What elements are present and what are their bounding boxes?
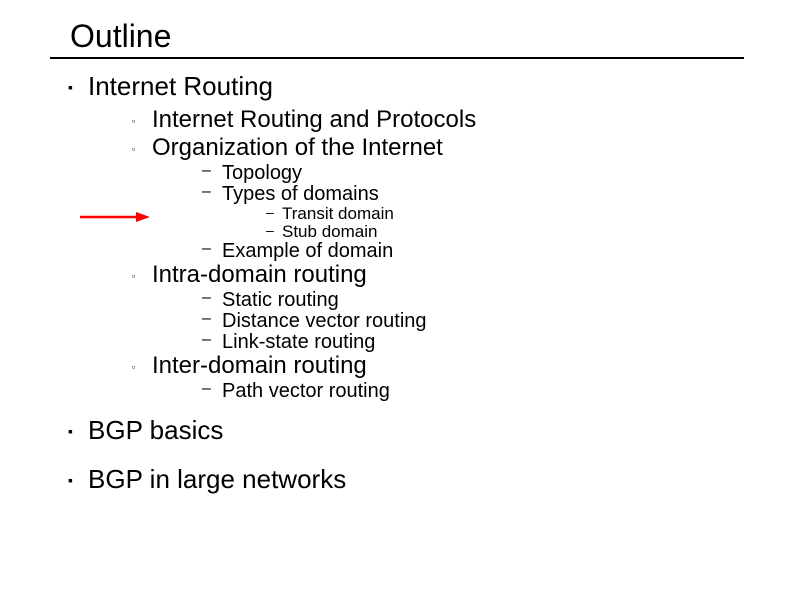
endash-bullet-icon: –: [202, 331, 212, 349]
outline-text: Path vector routing: [222, 380, 390, 403]
outline-item-l3: – Link-state routing: [202, 331, 744, 354]
endash-bullet-icon: –: [202, 183, 212, 201]
outline-item-l4: – Transit domain: [266, 204, 744, 224]
endash-bullet-icon: –: [202, 162, 212, 180]
outline-item-l2: ▫ Organization of the Internet: [132, 134, 744, 162]
outline-item-l3: – Path vector routing: [202, 380, 744, 403]
outline-text: Example of domain: [222, 240, 393, 263]
outline-item-l1: ▪ Internet Routing: [68, 71, 744, 102]
square-hollow-bullet-icon: ▫: [132, 362, 138, 372]
slide-title: Outline: [70, 18, 744, 55]
square-hollow-bullet-icon: ▫: [132, 271, 138, 281]
outline-text: Types of domains: [222, 183, 379, 206]
endash-bullet-icon: –: [202, 289, 212, 307]
outline-text: Intra-domain routing: [152, 261, 367, 289]
outline-text: Stub domain: [282, 222, 377, 242]
outline-text: Topology: [222, 162, 302, 185]
outline-text: Organization of the Internet: [152, 134, 443, 162]
outline-item-l3: – Distance vector routing: [202, 310, 744, 333]
outline-text: Inter-domain routing: [152, 352, 367, 380]
outline-text: Transit domain: [282, 204, 394, 224]
outline-item-l2: ▫ Internet Routing and Protocols: [132, 106, 744, 134]
pointer-arrow-icon: [80, 211, 152, 223]
slide-content: Outline ▪ Internet Routing ▫ Internet Ro…: [0, 0, 794, 495]
square-hollow-bullet-icon: ▫: [132, 144, 138, 154]
outline-item-l4: – Stub domain: [266, 222, 744, 242]
square-hollow-bullet-icon: ▫: [132, 116, 138, 126]
outline-item-l2: ▫ Inter-domain routing: [132, 352, 744, 380]
outline-item-l3: – Example of domain: [202, 240, 744, 263]
outline-item-l1: ▪ BGP in large networks: [68, 464, 744, 495]
spacer: [50, 450, 744, 464]
spacer: [50, 401, 744, 415]
outline-text: Internet Routing and Protocols: [152, 106, 476, 134]
endash-bullet-icon: –: [202, 240, 212, 258]
outline-item-l3: – Static routing: [202, 289, 744, 312]
endash-bullet-icon: –: [202, 310, 212, 328]
outline-text: BGP in large networks: [88, 464, 346, 495]
square-bullet-icon: ▪: [68, 472, 76, 488]
square-bullet-icon: ▪: [68, 79, 76, 95]
outline-item-l3: – Topology: [202, 162, 744, 185]
outline-text: Internet Routing: [88, 71, 273, 102]
title-divider: [50, 57, 744, 59]
outline-text: Static routing: [222, 289, 339, 312]
endash-bullet-icon: –: [266, 222, 274, 238]
endash-bullet-icon: –: [202, 380, 212, 398]
outline-item-l2: ▫ Intra-domain routing: [132, 261, 744, 289]
outline-text: Distance vector routing: [222, 310, 427, 333]
outline-text: Link-state routing: [222, 331, 375, 354]
outline-item-l3: – Types of domains: [202, 183, 744, 206]
endash-bullet-icon: –: [266, 204, 274, 220]
square-bullet-icon: ▪: [68, 423, 76, 439]
outline-text: BGP basics: [88, 415, 223, 446]
outline-item-l1: ▪ BGP basics: [68, 415, 744, 446]
